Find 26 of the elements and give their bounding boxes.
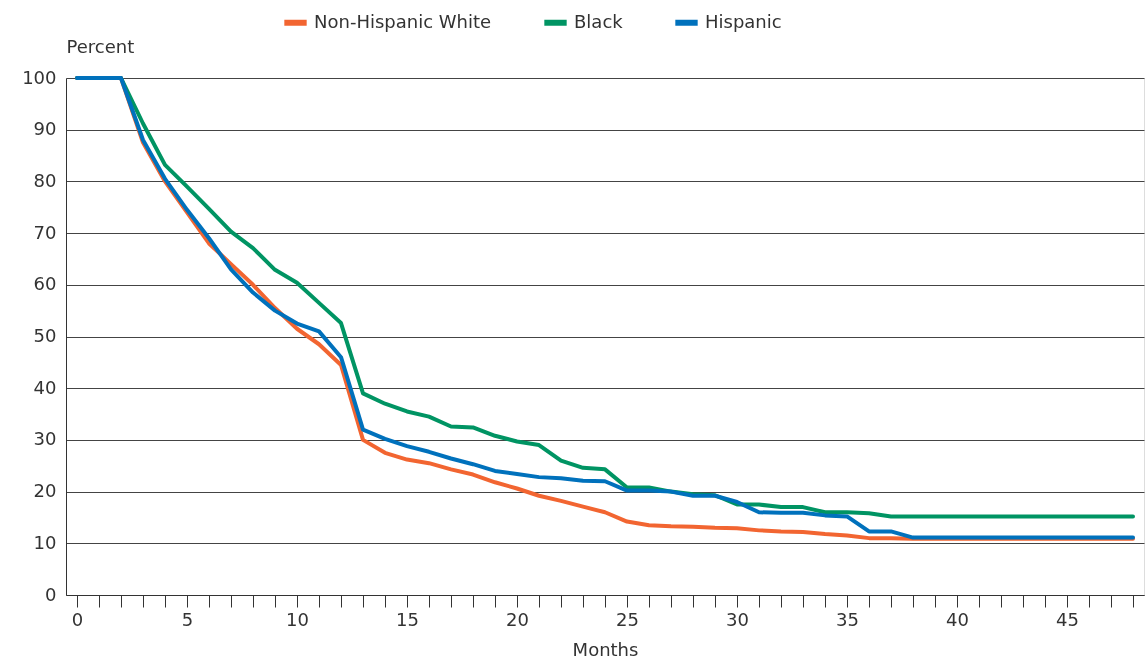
x-tick-label: 25	[616, 608, 639, 630]
y-axis-title: Percent	[66, 35, 135, 57]
x-tick-label: 10	[286, 608, 309, 630]
x-tick-label: 45	[1056, 608, 1079, 630]
legend-label: Black	[574, 10, 624, 32]
x-tick-label: 40	[946, 608, 969, 630]
x-tick-label: 30	[726, 608, 749, 630]
x-tick-label: 20	[506, 608, 529, 630]
y-tick-label: 20	[33, 480, 57, 502]
x-tick-label: 0	[71, 608, 84, 630]
x-axis-title: Months	[572, 638, 639, 660]
legend-label: Non-Hispanic White	[314, 10, 492, 32]
y-tick-label: 30	[33, 428, 57, 450]
y-tick-label: 50	[33, 325, 57, 346]
y-tick-label: 80	[33, 169, 57, 191]
y-tick-label: 70	[33, 221, 57, 243]
x-tick-label: 5	[181, 608, 194, 630]
legend-label: Hispanic	[705, 10, 782, 32]
y-tick-label: 10	[33, 531, 57, 553]
y-tick-label: 90	[33, 118, 57, 140]
y-tick-label: 60	[33, 273, 57, 295]
y-tick-label: 0	[45, 583, 57, 605]
y-tick-label: 40	[33, 376, 57, 398]
x-tick-label: 35	[836, 608, 859, 630]
x-tick-label: 15	[396, 608, 419, 630]
y-tick-label: 100	[22, 66, 57, 88]
